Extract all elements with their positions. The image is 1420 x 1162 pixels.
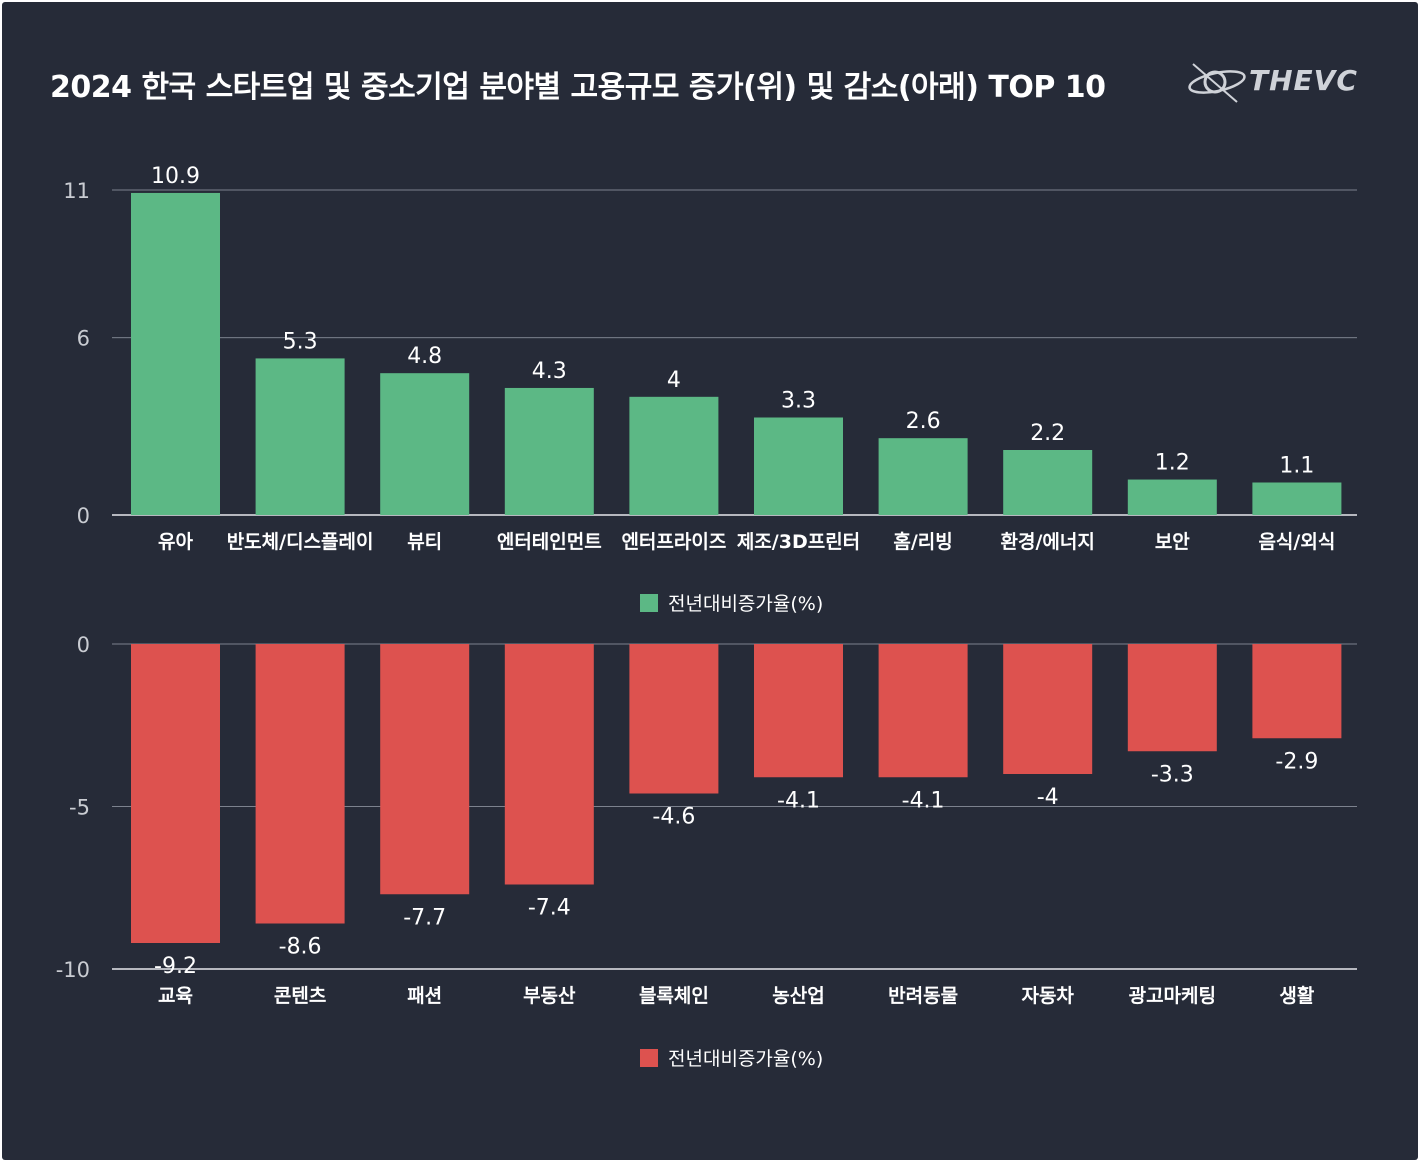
increase-category-label: 제조/3D프린터 [737,531,860,553]
increase-bar [255,358,345,515]
increase-bar [380,373,470,515]
increase-data-label: 2.2 [1030,421,1065,446]
decrease-category-label: 교육 [158,985,193,1007]
decrease-bar [878,644,968,778]
decrease-y-tick-label: -5 [69,796,90,820]
increase-category-label: 음식/외식 [1258,531,1335,553]
decrease-data-label: -4.1 [902,788,945,813]
decrease-legend-swatch [640,1049,658,1067]
decrease-data-label: -7.7 [403,905,446,930]
decrease-category-label: 자동차 [1021,985,1074,1007]
decrease-category-label: 콘텐츠 [274,985,326,1007]
brand-logo-text: THEVC [1249,64,1358,97]
orbit-logo-icon [1188,63,1246,103]
decrease-bar [255,644,345,924]
decrease-data-label: -4 [1037,785,1059,810]
increase-category-label: 유아 [158,531,193,553]
decrease-bar [504,644,594,885]
decrease-legend-label: 전년대비증가율(%) [668,1048,823,1070]
decrease-bar [754,644,843,778]
decrease-y-tick-label: -10 [56,958,90,982]
increase-legend-label: 전년대비증가율(%) [668,593,823,615]
increase-category-label: 보안 [1155,531,1190,553]
decrease-data-label: -7.4 [528,896,571,921]
decrease-data-label: -2.9 [1275,749,1318,774]
increase-y-tick-label: 6 [77,327,90,351]
decrease-category-label: 농산업 [772,985,824,1007]
decrease-data-label: -3.3 [1151,762,1194,787]
decrease-category-label: 블록체인 [639,985,709,1007]
decrease-data-label: -9.2 [154,954,197,979]
decrease-bar [380,644,470,895]
decrease-category-label: 광고마케팅 [1129,985,1216,1007]
increase-data-label: 5.3 [283,329,318,354]
increase-data-label: 1.1 [1279,454,1314,479]
increase-bar [878,438,968,515]
increase-category-label: 반도체/디스플레이 [227,531,374,553]
increase-data-label: 4 [667,368,681,393]
increase-data-label: 2.6 [906,409,941,434]
decrease-y-tick-label: 0 [77,633,90,657]
increase-category-label: 환경/에너지 [1001,531,1095,553]
increase-y-tick-label: 0 [77,504,90,528]
increase-bar [1252,482,1342,515]
increase-data-label: 3.3 [781,389,816,414]
decrease-data-label: -8.6 [279,935,322,960]
increase-category-label: 엔터프라이즈 [621,531,726,553]
increase-category-label: 홈/리빙 [893,530,952,553]
decrease-category-label: 생활 [1279,985,1314,1007]
decrease-bar [131,644,220,943]
increase-data-label: 4.8 [407,344,442,369]
increase-bar [629,396,719,515]
decrease-bar [1252,644,1342,739]
increase-y-tick-label: 11 [63,179,90,203]
page-title: 2024 한국 스타트업 및 중소기업 분야별 고용규모 증가(위) 및 감소(… [50,70,1106,105]
increase-category-label: 뷰티 [407,531,442,553]
decrease-bar [1003,644,1093,774]
increase-bar [1003,450,1093,515]
decrease-data-label: -4.1 [777,788,820,813]
increase-bar [754,417,843,515]
increase-bar [1127,479,1217,515]
decrease-category-label: 반려동물 [888,985,958,1007]
increase-bar [131,192,220,516]
decrease-category-label: 부동산 [523,985,576,1007]
increase-data-label: 1.2 [1155,451,1190,476]
decrease-data-label: -4.6 [652,805,695,830]
increase-data-label: 10.9 [151,164,200,189]
increase-data-label: 4.3 [532,359,567,384]
decrease-bar [629,644,719,794]
brand-logo: THEVC [1185,58,1375,108]
increase-legend-swatch [640,594,658,612]
decrease-bar [1127,644,1217,752]
increase-category-label: 엔터테인먼트 [497,531,602,553]
decrease-category-label: 패션 [407,985,442,1007]
increase-bar [504,387,594,515]
